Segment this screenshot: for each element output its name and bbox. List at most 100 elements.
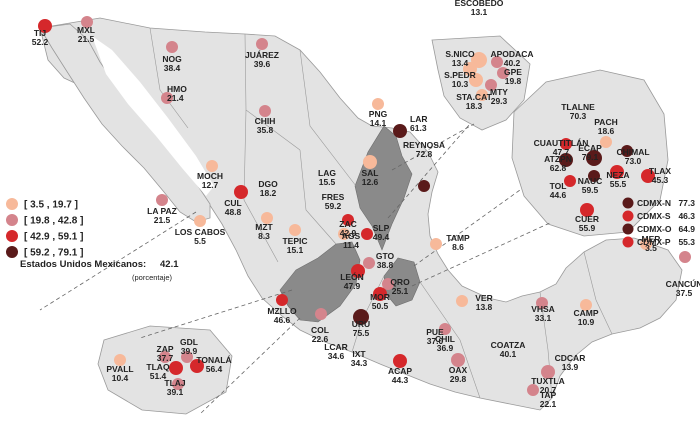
legend-swatch — [6, 198, 18, 210]
inset-guadalajara — [97, 325, 233, 415]
city-marker — [276, 294, 288, 306]
city-markers — [38, 16, 691, 396]
city-marker — [194, 215, 206, 227]
city-marker — [363, 257, 375, 269]
city-marker — [527, 384, 539, 396]
national-number: 42.1 — [160, 259, 179, 270]
city-marker — [353, 309, 369, 325]
city-value: 18.2 — [260, 188, 277, 198]
city-marker — [289, 224, 301, 236]
city-marker — [261, 212, 273, 224]
city-name: STA.CAT — [456, 92, 492, 102]
city-value: 12.6 — [362, 177, 379, 187]
city-marker — [159, 351, 171, 363]
city-name: S.NICO — [445, 49, 475, 59]
city-marker — [536, 297, 548, 309]
city-name: MZLLO — [267, 306, 297, 316]
city-name: CUER — [575, 214, 599, 224]
city-marker — [541, 365, 555, 379]
city-value: 39.9 — [181, 346, 198, 356]
city-value: 22.6 — [312, 334, 329, 344]
city-name: VER — [475, 293, 492, 303]
national-unit: (porcentaje) — [132, 273, 173, 282]
city-name: TAP — [540, 390, 557, 400]
city-value: 35.8 — [257, 125, 274, 135]
city-value: 45.3 — [652, 175, 669, 185]
city-name: ZAP — [157, 344, 174, 354]
city-name: TUXTLA — [531, 376, 565, 386]
city-marker — [451, 353, 465, 367]
cdmx-value: 46.3 — [678, 211, 695, 221]
legend-label: [ 3.5 , 19.7 ] — [24, 200, 78, 211]
city-marker — [476, 89, 488, 101]
city-name: HMO — [167, 84, 187, 94]
city-name: ACAP — [388, 366, 412, 376]
city-value: 19.8 — [505, 76, 522, 86]
city-name: FRES — [322, 192, 345, 202]
city-value: 29.8 — [450, 374, 467, 384]
city-value: 48.8 — [225, 207, 242, 217]
cdmx-legend: CDMX-N 77.3 CDMX-S 46.3 CDMX-O 64.9 CDMX-P 55.3 — [622, 197, 695, 248]
city-marker — [206, 160, 218, 172]
city-value: 39.1 — [167, 387, 184, 397]
city-value: 55.5 — [610, 179, 627, 189]
city-marker — [81, 16, 93, 28]
city-value: 13.8 — [476, 302, 493, 312]
city-value: 44.6 — [550, 190, 567, 200]
city-marker — [361, 228, 373, 240]
cdmx-value: 64.9 — [678, 224, 695, 234]
city-value: 42.9 — [340, 228, 357, 238]
city-name: LAG — [318, 168, 336, 178]
city-marker — [156, 194, 168, 206]
cdmx-label: CDMX-P — [637, 237, 671, 247]
city-name: LOS CABOS — [175, 227, 226, 237]
city-value: 20.7 — [540, 385, 557, 395]
cdmx-label: CDMX-N — [637, 198, 671, 208]
city-name: APODACA — [491, 49, 534, 59]
city-name: TLAQ — [146, 362, 170, 372]
city-marker — [259, 105, 271, 117]
city-name: TEPIC — [282, 236, 307, 246]
city-name: TLAX — [649, 166, 672, 176]
legend: [ 3.5 , 19.7 ] [ 19.8 , 42.8 ] [ 42.9 , 59… — [6, 198, 83, 259]
cdmx-swatch — [622, 236, 634, 248]
city-value: 10.9 — [578, 317, 595, 327]
highlighted-state-mexico — [383, 257, 421, 307]
cdmx-swatch — [622, 223, 634, 235]
city-value: 37.5 — [676, 288, 693, 298]
city-name: DGO — [258, 179, 278, 189]
city-value: 38.8 — [377, 260, 394, 270]
city-name: SAL — [362, 168, 379, 178]
city-marker — [342, 214, 354, 226]
city-marker — [338, 228, 350, 240]
city-name: CUL — [224, 198, 241, 208]
city-value: 18.6 — [598, 126, 615, 136]
city-value: 59.5 — [582, 185, 599, 195]
city-value: 29.3 — [491, 96, 508, 106]
city-value: 10.3 — [452, 79, 469, 89]
city-name: ATZPN — [544, 154, 572, 164]
city-value: 33.1 — [535, 313, 552, 323]
legend-label: [ 59.2 , 79.1 ] — [24, 248, 83, 259]
city-name: ESCOBEDO — [455, 0, 504, 8]
city-value: 62.8 — [550, 163, 567, 173]
city-value: 36.9 — [437, 343, 454, 353]
city-marker — [580, 203, 594, 217]
city-value: 34.6 — [328, 351, 345, 361]
city-name: NAUC — [578, 176, 603, 186]
city-marker — [559, 153, 573, 167]
city-value: 73.0 — [625, 156, 642, 166]
city-marker — [382, 278, 394, 290]
city-value: 40.2 — [504, 58, 521, 68]
city-value: 34.3 — [351, 358, 368, 368]
city-value: 8.6 — [452, 242, 464, 252]
city-marker — [181, 351, 193, 363]
city-value: 37.0 — [427, 336, 444, 346]
state-borders — [149, 27, 613, 399]
city-marker — [469, 73, 483, 87]
cdmx-swatch — [622, 197, 634, 209]
city-marker — [439, 323, 451, 335]
city-name: CHIMAL — [616, 147, 649, 157]
legend-swatch — [6, 246, 18, 258]
